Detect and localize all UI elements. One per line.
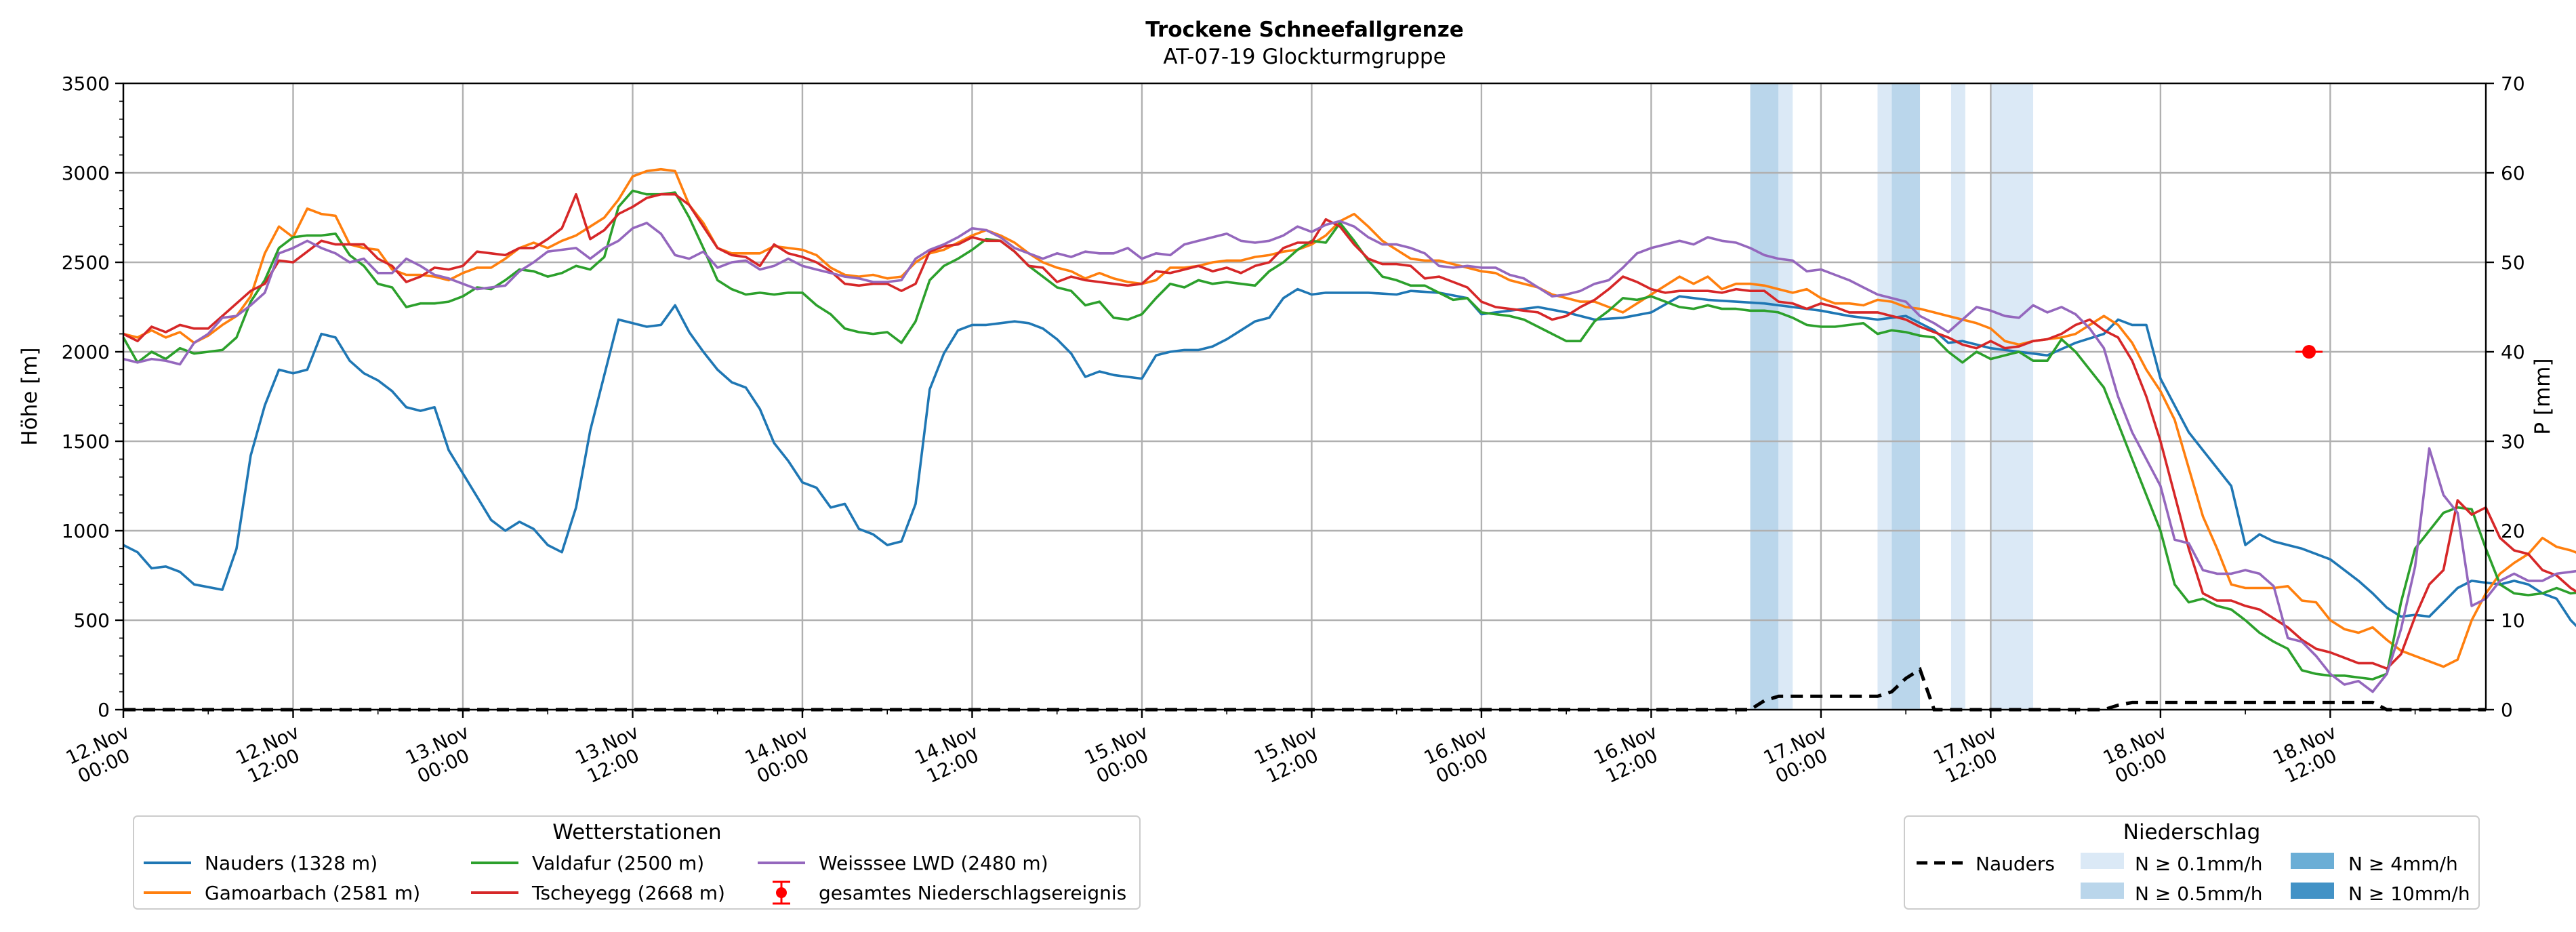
precip-bands-layer: [1750, 83, 2034, 710]
legend-nauders-label: Nauders: [1976, 853, 2055, 875]
y-tick-label-left-3: 1500: [62, 430, 110, 453]
legend-precip-swatch-01: [2081, 853, 2124, 869]
y-axis-label-right: P [mm]: [2531, 358, 2555, 434]
precip-layer: [123, 345, 2486, 712]
plot-frame: [122, 82, 2487, 711]
series-line-1: [123, 167, 2576, 668]
y-tick-label-right-2: 20: [2501, 520, 2525, 542]
precip-band-4: [1950, 83, 1965, 710]
y-tick-label-left-7: 3500: [62, 73, 110, 95]
series-line-2: [122, 189, 2576, 681]
precip-band-1: [1778, 83, 1793, 710]
legend-label-2: Valdafur (2500 m): [532, 852, 704, 874]
legend-label-0: Nauders (1328 m): [205, 852, 377, 874]
y-tick-label-right-6: 60: [2501, 162, 2525, 184]
legend-precip-label-10: N ≥ 10mm/h: [2348, 883, 2470, 905]
y-axis-label-left: Höhe [m]: [18, 347, 42, 445]
y-tick-label-right-1: 10: [2501, 609, 2525, 632]
y-tick-label-right-5: 50: [2501, 251, 2525, 274]
series-line-0: [123, 287, 2576, 628]
legend-precip: Niederschlag Nauders N ≥ 0.1mm/h N ≥ 0.5…: [1904, 815, 2480, 910]
legend-precip-label-4: N ≥ 4mm/h: [2348, 853, 2458, 875]
precip-band-0: [1750, 83, 1779, 710]
y-tick-label-left-1: 500: [74, 609, 110, 632]
legend-label-5: gesamtes Niederschlagsereignis: [819, 882, 1126, 904]
chart-subtitle: AT-07-19 Glockturmgruppe: [1163, 45, 1446, 69]
legend-precip-label-01: N ≥ 0.1mm/h: [2135, 853, 2262, 875]
legend-precip-frame: [1904, 815, 2480, 910]
legend-stations-title: Wetterstationen: [552, 820, 721, 845]
legend-label-1: Gamoarbach (2581 m): [205, 882, 420, 904]
series-line-3: [123, 193, 2576, 670]
legend-stations-frame: [133, 815, 1141, 910]
legend-label-4: Weisssee LWD (2480 m): [819, 852, 1048, 874]
precip-event-marker: [2302, 345, 2316, 359]
legend-label-3: Tscheyegg (2668 m): [531, 882, 725, 904]
legend-precip-swatch-10: [2291, 883, 2334, 899]
legend-precip-title: Niederschlag: [2123, 820, 2261, 845]
legend-marker-swatch: [776, 887, 787, 898]
chart-title: Trockene Schneefallgrenze: [1145, 18, 1464, 42]
legend-stations: Wetterstationen Nauders (1328 m) Gamoarba…: [133, 815, 1141, 910]
y-tick-label-left-5: 2500: [62, 251, 110, 274]
y-tick-label-right-4: 40: [2501, 341, 2525, 363]
y-tick-label-left-0: 0: [98, 699, 110, 721]
legend-precip-swatch-4: [2291, 853, 2334, 869]
series-layer: [122, 167, 2576, 693]
precip-band-3: [1892, 83, 1921, 710]
y-tick-label-right-7: 70: [2501, 73, 2525, 95]
legend-precip-label-05: N ≥ 0.5mm/h: [2135, 883, 2262, 905]
precip-band-2: [1877, 83, 1892, 710]
precip-band-5: [1990, 83, 2034, 710]
y-tick-label-left-4: 2000: [62, 341, 110, 363]
legend-precip-swatch-05: [2081, 883, 2124, 899]
y-tick-label-left-6: 3000: [62, 162, 110, 184]
series-line-4: [123, 220, 2576, 693]
y-tick-label-right-0: 0: [2501, 699, 2513, 721]
y-tick-label-right-3: 30: [2501, 430, 2525, 453]
y-tick-label-left-2: 1000: [62, 520, 110, 542]
legend-stations-entries: Nauders (1328 m) Gamoarbach (2581 m) Valda…: [144, 852, 1126, 905]
nauders-precip-line: [123, 666, 2486, 712]
